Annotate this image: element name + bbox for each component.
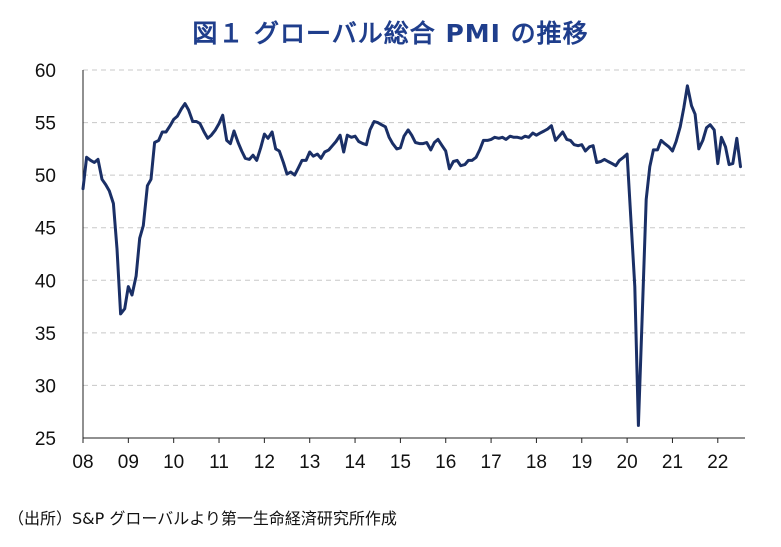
x-tick-label: 19	[571, 452, 592, 473]
x-tick-label: 13	[299, 452, 320, 473]
x-tick-label: 09	[118, 452, 139, 473]
y-tick-label: 45	[35, 219, 56, 240]
y-tick-label: 50	[35, 166, 56, 187]
x-tick-label: 10	[163, 452, 184, 473]
x-axis-ticks: 08 09 10 11 12 13 14 15 16 17 18 19 20 21 22	[72, 438, 728, 473]
x-tick-label: 12	[254, 452, 275, 473]
x-tick-label: 15	[390, 452, 411, 473]
x-tick-label: 08	[72, 452, 93, 473]
x-tick-label: 20	[617, 452, 638, 473]
series-line-global-pmi	[81, 84, 742, 427]
x-tick-label: 11	[209, 452, 229, 473]
axes	[82, 70, 745, 439]
x-tick-label: 17	[481, 452, 502, 473]
y-tick-label: 40	[35, 271, 56, 292]
chart-title: 図１ グローバル総合 PMI の推移	[192, 19, 589, 48]
y-tick-label: 35	[35, 324, 56, 345]
y-tick-label: 55	[35, 114, 56, 135]
x-tick-label: 14	[344, 452, 366, 473]
series-layer	[81, 84, 742, 427]
x-tick-label: 21	[662, 452, 683, 473]
y-tick-label: 60	[35, 61, 56, 82]
y-axis-ticks: 60 55 50 45 40 35 30 25	[35, 61, 56, 450]
x-tick-label: 18	[526, 452, 547, 473]
source-note: （出所）S&P グローバルより第一生命経済研究所作成	[8, 509, 397, 528]
x-tick-label: 16	[435, 452, 456, 473]
x-tick-label: 22	[707, 452, 728, 473]
y-tick-label: 30	[35, 376, 56, 397]
y-tick-label: 25	[35, 429, 56, 450]
